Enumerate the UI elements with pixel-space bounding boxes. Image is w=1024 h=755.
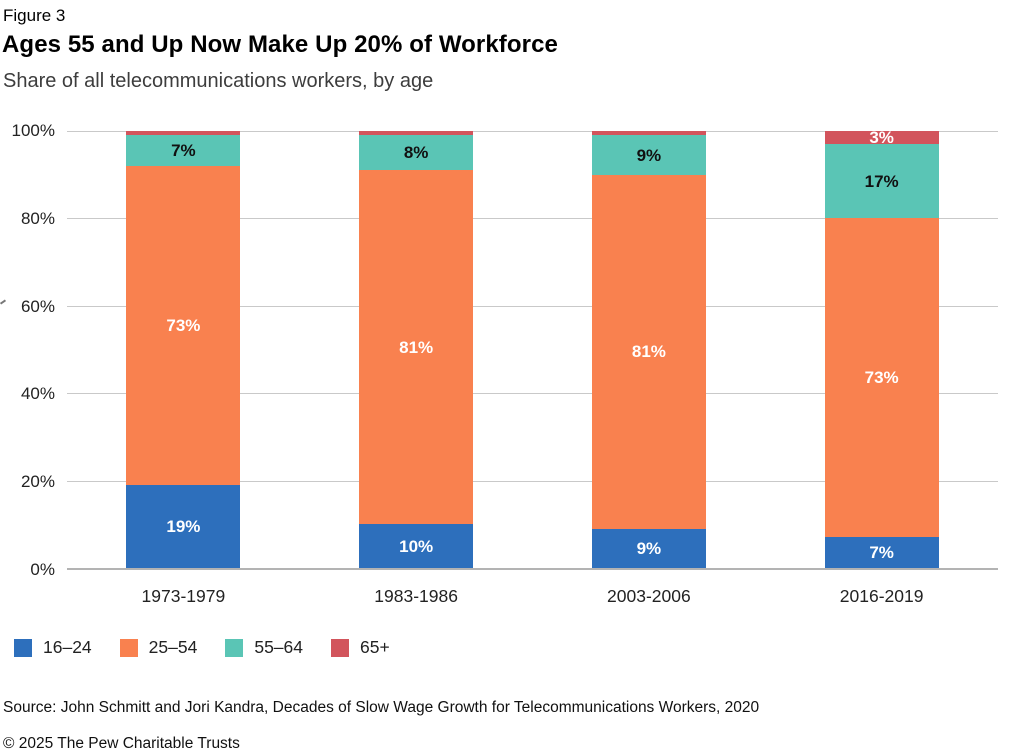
x-tick-label: 1973-1979: [141, 586, 226, 606]
x-tick-label: 2003-2006: [607, 586, 691, 606]
x-tick-label: 1983-1986: [374, 586, 458, 606]
stacked-bar-1983-1986: 10% 81% 8%: [359, 131, 474, 568]
legend-label: 16–24: [43, 637, 92, 657]
bar-segment-55–64: 17%: [824, 144, 939, 219]
legend-swatch-icon: [14, 638, 32, 657]
legend-item-25–54: 25–54: [119, 637, 198, 658]
figure-number: Figure 3: [3, 6, 66, 25]
bar-segment-55–64: 7%: [126, 135, 241, 166]
stacked-bar-2003-2006: 9% 81% 9%: [591, 131, 706, 568]
chart-title: Ages 55 and Up Now Make Up 20% of Workfo…: [2, 31, 558, 58]
segment-value-label: 9%: [636, 538, 662, 558]
bar-segment-65+: 3%: [824, 128, 939, 148]
y-tick-label: 80%: [20, 208, 55, 228]
legend-item-65+: 65+: [331, 637, 390, 658]
y-tick-label: 0%: [30, 560, 55, 579]
segment-value-label: 73%: [166, 315, 201, 335]
y-tick-label: 40%: [20, 384, 55, 404]
bar-segment-65+: [591, 131, 706, 136]
stacked-bar-1973-1979: 19% 73% 7%: [126, 131, 241, 568]
y-axis: 0% 20% 40% 60% 80% 100%: [0, 121, 55, 579]
legend-item-55–64: 55–64: [225, 637, 303, 658]
segment-value-label: 9%: [636, 145, 662, 165]
bar-segment-16–24: 9%: [591, 528, 706, 568]
segment-value-label: 73%: [864, 368, 899, 388]
x-tick-label: 2016-2019: [839, 586, 924, 606]
chart-subtitle: Share of all telecommunications workers,…: [3, 70, 434, 92]
plot-area: 19% 73% 7% 10% 81% 8% 9% 81% 9% 7% 73% 17% 3%: [67, 128, 998, 570]
bar-segment-65+: [359, 131, 474, 136]
gridline-100%: [67, 131, 998, 132]
bar-segment-65+: [126, 131, 241, 136]
x-axis: 1973-1979 1983-1986 2003-2006 2016-2019: [67, 586, 998, 607]
bar-slot-2003-2006: 9% 81% 9%: [533, 131, 766, 568]
segment-value-label: 81%: [631, 342, 666, 362]
copyright-note: © 2025 The Pew Charitable Trusts: [3, 735, 240, 752]
legend-swatch-icon: [331, 638, 350, 657]
legend-label: 55–64: [254, 637, 304, 657]
legend-swatch-icon: [119, 638, 138, 657]
gridline-80%: [67, 218, 998, 220]
stacked-bar-2016-2019: 7% 73% 17% 3%: [824, 128, 939, 568]
bars-row: 19% 73% 7% 10% 81% 8% 9% 81% 9% 7% 73% 17% 3%: [67, 128, 998, 568]
bar-segment-16–24: 19%: [126, 484, 241, 568]
y-tick-label: 60%: [20, 296, 55, 316]
gridline-20%: [67, 480, 998, 482]
segment-value-label: 3%: [869, 128, 894, 148]
y-tick-label: 100%: [11, 121, 55, 140]
bar-segment-25–54: 81%: [591, 174, 706, 529]
segment-value-label: 19%: [166, 516, 201, 536]
segment-value-label: 8%: [403, 143, 429, 163]
bar-segment-25–54: 73%: [126, 165, 241, 485]
source-note: Source: John Schmitt and Jori Kandra, De…: [3, 699, 760, 716]
gridline-40%: [67, 393, 998, 395]
bar-segment-16–24: 10%: [359, 524, 474, 568]
gridline-60%: [67, 305, 998, 307]
legend-label: 25–54: [148, 637, 198, 657]
segment-value-label: 81%: [399, 337, 434, 357]
bar-slot-1973-1979: 19% 73% 7%: [67, 131, 300, 568]
legend-label: 65+: [360, 637, 390, 657]
legend-item-16–24: 16–24: [14, 637, 92, 658]
legend: 16–24 25–54 55–64 65+: [14, 637, 418, 658]
bar-segment-55–64: 9%: [591, 135, 706, 175]
legend-swatch-icon: [225, 638, 244, 657]
y-tick-label: 20%: [20, 472, 55, 492]
segment-value-label: 10%: [399, 536, 434, 556]
bar-segment-55–64: 8%: [359, 135, 474, 171]
segment-value-label: 7%: [869, 543, 894, 563]
segment-value-label: 7%: [171, 141, 196, 161]
bar-slot-2016-2019: 7% 73% 17% 3%: [765, 128, 998, 568]
segment-value-label: 17%: [864, 171, 899, 191]
bar-slot-1983-1986: 10% 81% 8%: [300, 131, 533, 568]
bar-segment-25–54: 73%: [824, 218, 939, 538]
bar-segment-16–24: 7%: [824, 537, 939, 568]
bar-segment-25–54: 81%: [359, 170, 474, 525]
